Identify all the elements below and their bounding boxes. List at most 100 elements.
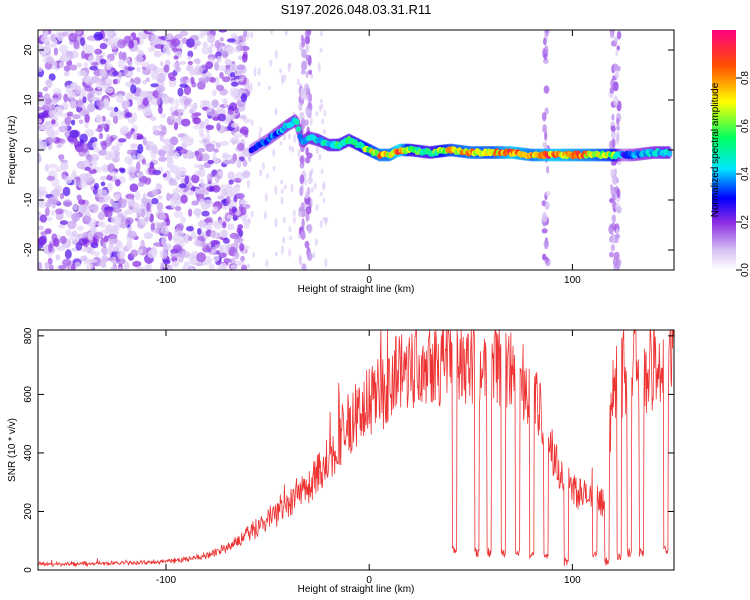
noise-blob [112,70,119,77]
noise-blob [63,71,70,77]
noise-blob [154,44,165,49]
noise-blob [88,204,98,211]
noise-blob [207,34,216,44]
noise-blob [53,47,59,56]
noise-blob [243,118,251,124]
streak-blob [305,70,309,79]
snr-panel: -100 0 100 0 200 400 600 800 Height of straight… [7,327,675,595]
noise-blob [292,216,296,224]
noise-blob [140,239,145,250]
streak-blob [613,63,619,72]
noise-blob [59,154,64,162]
noise-blob [280,245,284,256]
noise-blob [55,254,61,261]
noise-blob [207,222,212,231]
streak-blob [301,60,308,72]
noise-blob [162,138,172,145]
noise-blob [57,224,66,229]
noise-blob [180,216,187,224]
noise-blob [219,36,224,42]
noise-blob [88,54,95,64]
noise-blob [222,204,230,210]
noise-blob [217,113,226,122]
noise-blob [217,65,227,72]
noise-blob [173,169,180,176]
noise-blob [200,30,206,36]
noise-blob [126,149,137,156]
noise-blob [180,194,188,204]
noise-blob [157,195,163,200]
noise-blob [199,178,205,187]
noise-blob [89,136,98,143]
noise-blob [160,236,167,246]
noise-blob [128,40,135,49]
streak-blob [614,168,618,176]
noise-blob [169,76,177,82]
noise-blob [235,44,244,52]
noise-blob [177,166,187,176]
noise-blob [117,250,126,260]
noise-blob [130,249,139,257]
noise-blob [236,64,246,70]
noise-blob [202,242,207,248]
noise-blob [188,208,193,217]
noise-blob [183,139,193,147]
streak-blob [616,206,622,214]
streak-blob [541,228,548,234]
streak-blob [299,186,304,197]
noise-blob [75,85,82,95]
noise-blob [69,64,78,71]
noise-blob [53,238,60,247]
noise-blob [194,66,199,76]
noise-blob [186,38,195,48]
noise-blob [64,175,73,184]
noise-blob [148,166,154,173]
noise-blob [77,70,88,77]
noise-blob [72,114,81,120]
noise-blob [162,173,167,178]
noise-blob [188,236,193,241]
noise-blob [315,111,319,117]
streak-blob [610,125,616,132]
streak-blob [542,127,547,133]
noise-blob [50,97,59,104]
noise-blob [135,190,141,201]
noise-blob [82,215,91,225]
noise-blob [321,118,325,124]
noise-blob [127,60,133,67]
noise-blob [38,186,47,192]
streak-blob [609,251,614,258]
noise-blob [60,161,69,171]
streak-blob [300,69,306,75]
x-tick-label: 100 [564,575,581,586]
noise-blob [219,72,224,79]
noise-blob [280,196,284,205]
noise-blob [319,30,323,37]
streak-blob [543,239,549,250]
noise-blob [222,237,230,244]
noise-blob [177,87,184,97]
noise-blob [177,108,185,113]
noise-blob [252,252,256,258]
noise-blob [200,100,210,105]
noise-blob [77,204,87,214]
noise-blob [292,209,296,217]
noise-blob [159,213,166,221]
noise-blob [207,159,215,165]
noise-blob [43,93,51,102]
noise-blob [211,220,220,227]
noise-blob [172,244,182,253]
noise-blob [71,230,78,237]
noise-blob [121,198,127,203]
noise-blob [233,240,239,249]
noise-blob [135,161,141,172]
noise-blob [119,168,126,174]
streak-blob [301,263,307,270]
snr-series-line [38,330,674,567]
colorbar-tick-label: 0.0 [740,263,750,277]
noise-blob [131,154,137,161]
streak-blob [541,112,547,122]
noise-blob [137,248,144,254]
noise-blob [193,208,202,216]
noise-blob [212,206,218,212]
